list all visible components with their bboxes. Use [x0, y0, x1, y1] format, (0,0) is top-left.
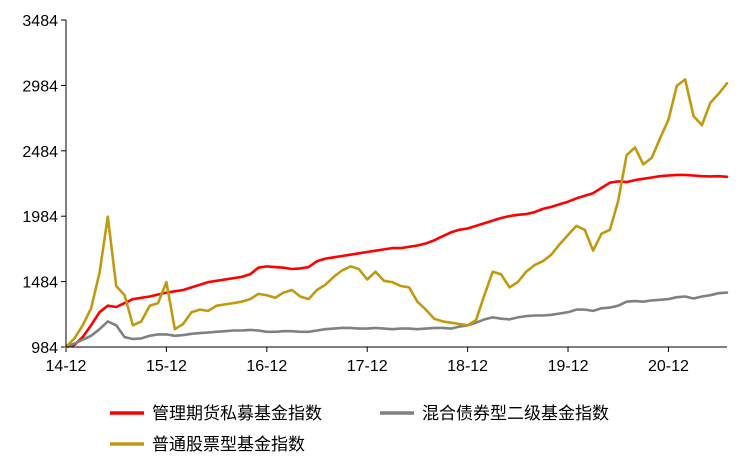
x-tick-label: 19-12 [548, 358, 589, 375]
x-tick-label: 16-12 [246, 358, 287, 375]
series-line-2 [64, 291, 729, 349]
x-tick-label: 14-12 [46, 358, 87, 375]
series-line-3 [64, 78, 729, 349]
x-axis-ticks: 14-12 15-12 16-12 17-12 18-12 19-12 20-12 [46, 347, 689, 375]
y-tick-label: 2984 [22, 78, 58, 95]
legend-label-1: 管理期货私募基金指数 [152, 404, 322, 424]
x-tick-label: 15-12 [146, 358, 187, 375]
y-tick-label: 2484 [22, 144, 58, 161]
y-tick-label: 1484 [22, 275, 58, 292]
series-lines [64, 78, 729, 349]
y-tick-label: 3484 [22, 13, 58, 30]
x-tick-label: 17-12 [347, 358, 388, 375]
y-tick-label: 1984 [22, 209, 58, 226]
legend-label-2: 混合债券型二级基金指数 [422, 404, 609, 424]
legend-label-3: 普通股票型基金指数 [152, 435, 305, 455]
series-line-1 [64, 173, 729, 349]
y-axis-ticks: 3484 2984 2484 1984 1484 984 [22, 13, 66, 357]
y-tick-label: 984 [31, 340, 58, 357]
x-tick-label: 18-12 [447, 358, 488, 375]
x-tick-label: 20-12 [648, 358, 689, 375]
